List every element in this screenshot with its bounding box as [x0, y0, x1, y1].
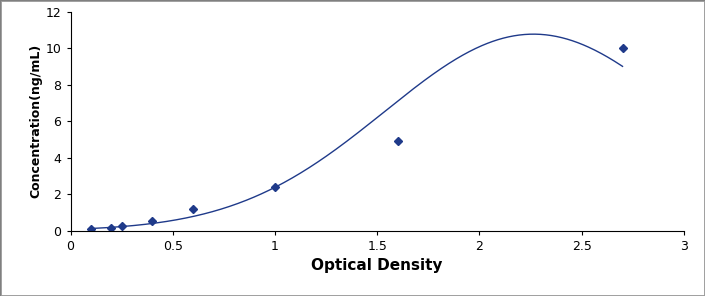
- X-axis label: Optical Density: Optical Density: [312, 258, 443, 274]
- Y-axis label: Concentration(ng/mL): Concentration(ng/mL): [30, 44, 43, 199]
